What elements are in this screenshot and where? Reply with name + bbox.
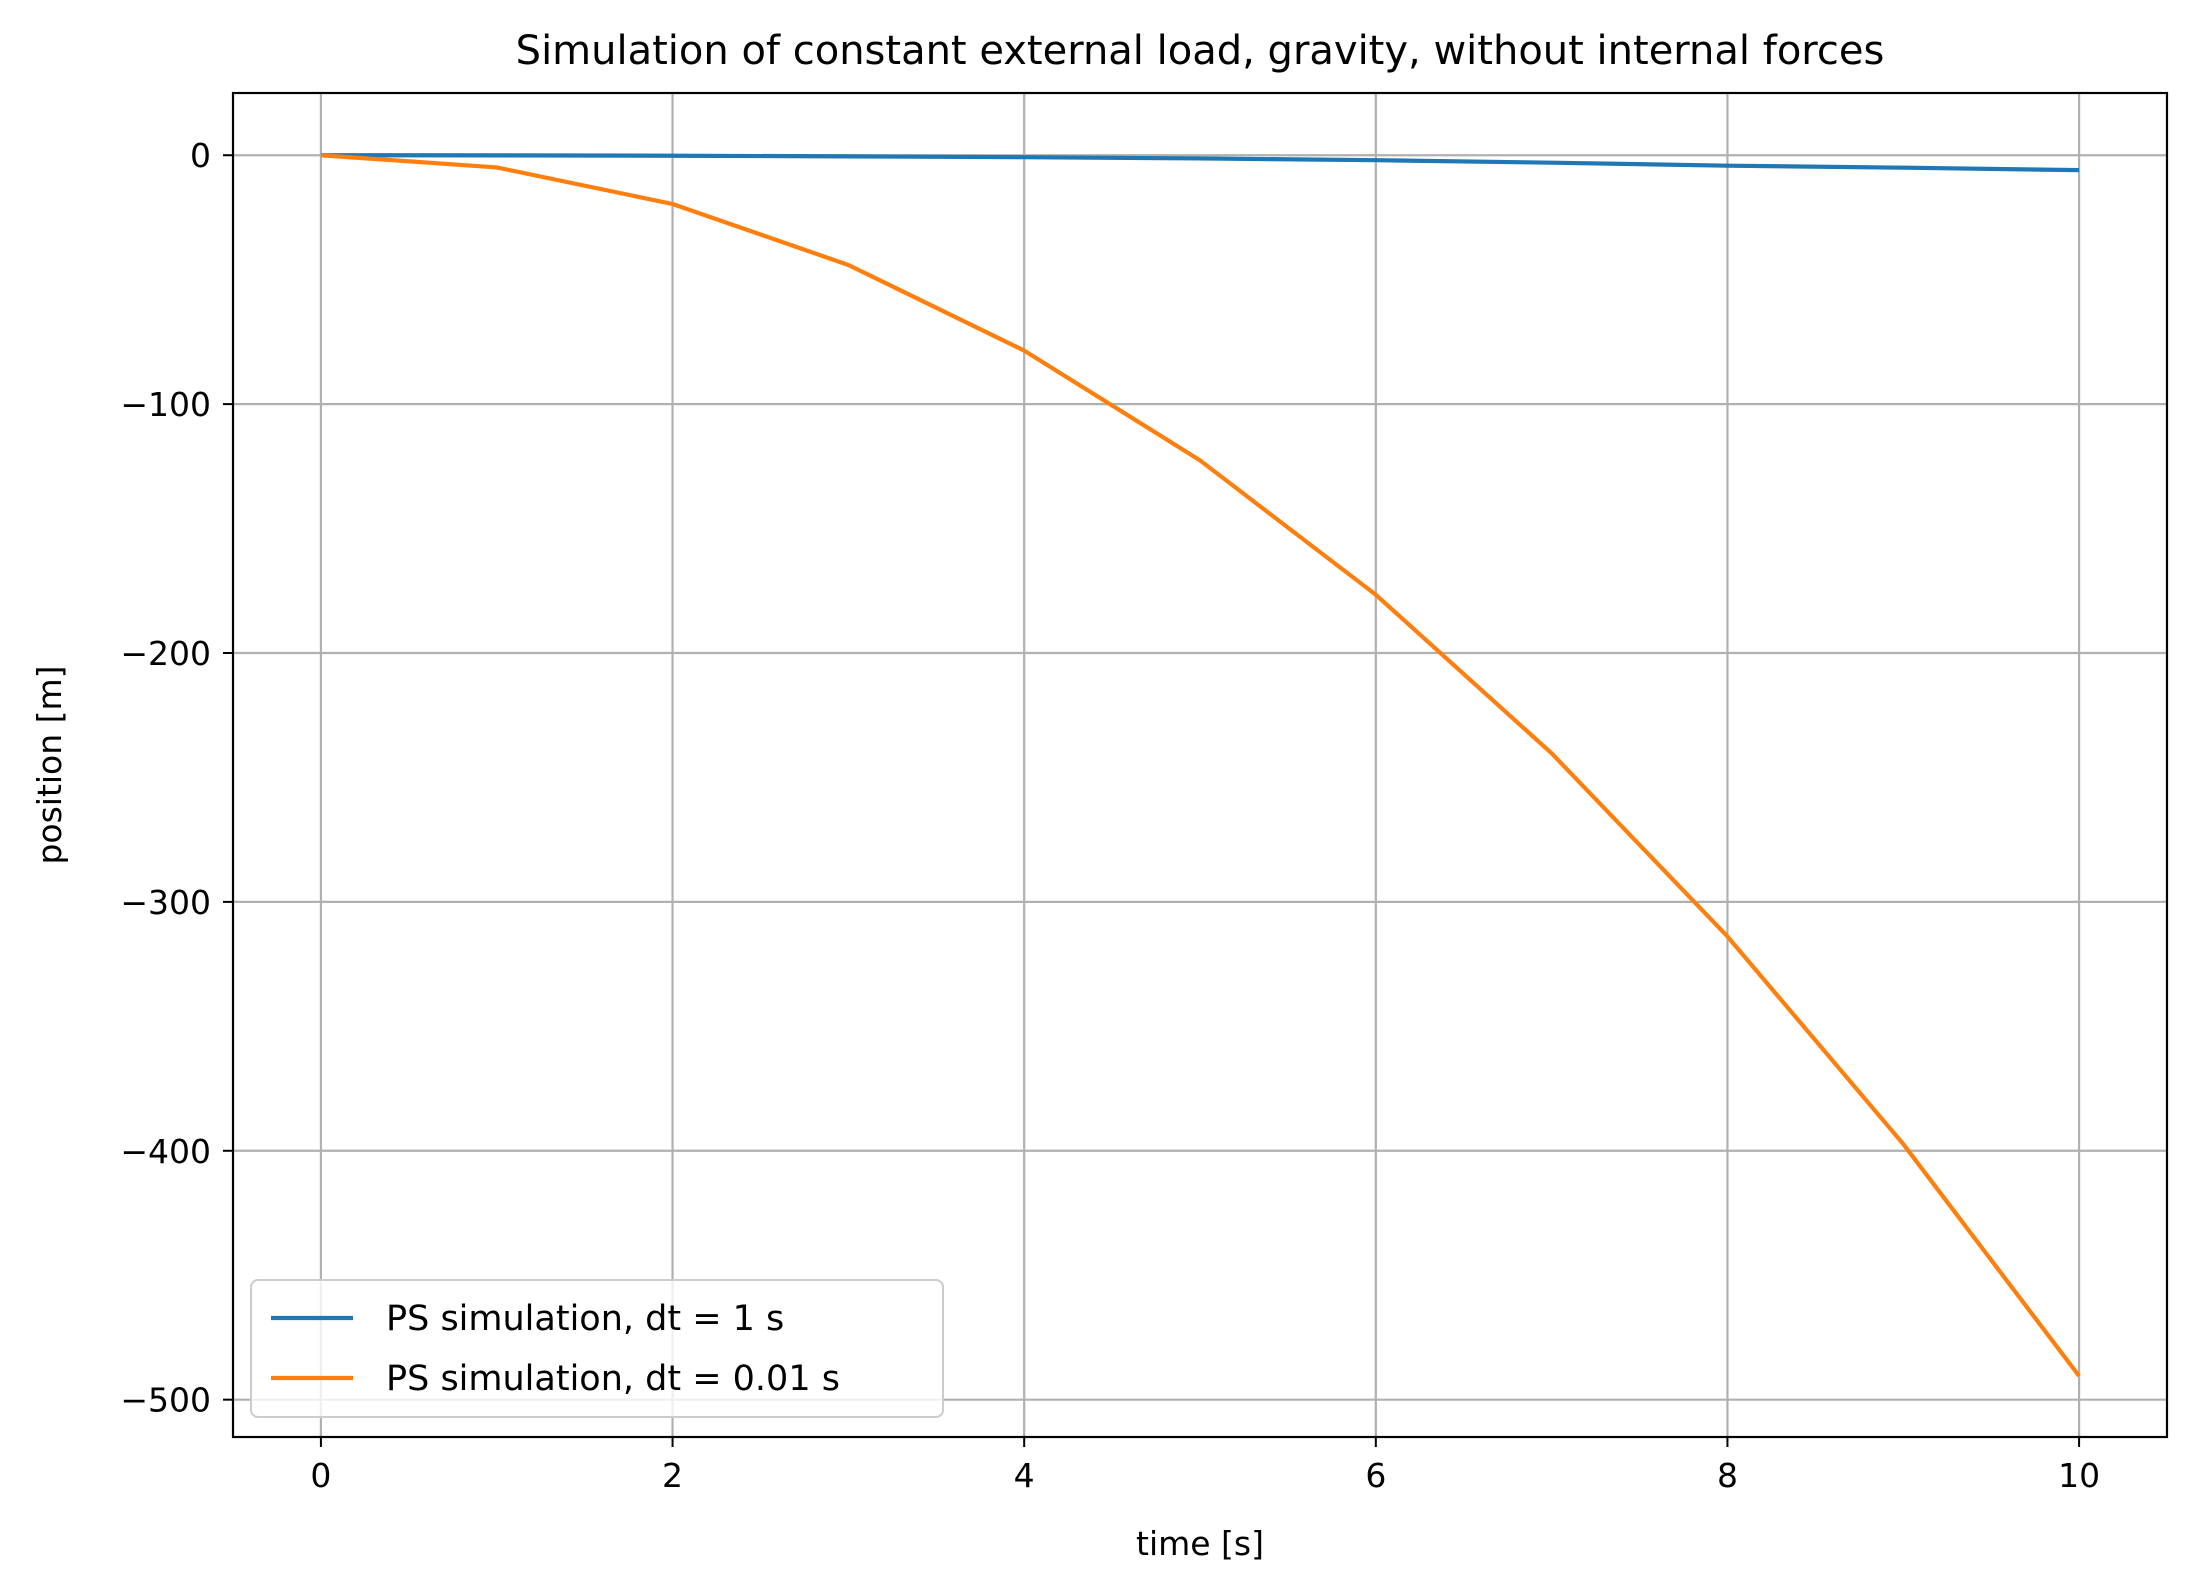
- y-tick-label: −500: [120, 1381, 211, 1420]
- y-tick-label: 0: [190, 136, 211, 175]
- legend-box: [250, 1279, 944, 1418]
- legend-items: PS simulation, dt = 1 s PS simulation, dt…: [271, 1299, 840, 1399]
- plot-area-frame: [231, 91, 2169, 1439]
- series-line-1: [320, 153, 2080, 173]
- grid: [233, 93, 2167, 1437]
- legend-label-1: PS simulation, dt = 1 s: [386, 1299, 784, 1339]
- legend-label-2: PS simulation, dt = 0.01 s: [386, 1359, 840, 1399]
- x-tick-label: 8: [1717, 1456, 1738, 1495]
- y-tick-label: −100: [120, 385, 211, 424]
- x-tick-label: 10: [2058, 1456, 2100, 1495]
- x-tick-label: 0: [310, 1456, 331, 1495]
- x-axis-title: time [s]: [1136, 1524, 1264, 1563]
- legend: PS simulation, dt = 1 s PS simulation, dt…: [250, 1279, 944, 1418]
- chart-title: Simulation of constant external load, gr…: [516, 28, 1885, 74]
- plot-series: [320, 153, 2081, 1378]
- series-line-2: [320, 153, 2081, 1378]
- x-axis-ticks: 0 2 4 6 8 10: [310, 1437, 2100, 1495]
- y-tick-label: −400: [120, 1132, 211, 1171]
- x-tick-label: 2: [662, 1456, 683, 1495]
- y-axis-title: position [m]: [30, 665, 69, 864]
- x-tick-label: 6: [1365, 1456, 1386, 1495]
- y-tick-label: −300: [120, 883, 211, 922]
- x-tick-label: 4: [1014, 1456, 1035, 1495]
- y-axis-ticks: 0 −100 −200 −300 −400 −500: [120, 136, 233, 1420]
- y-tick-label: −200: [120, 634, 211, 673]
